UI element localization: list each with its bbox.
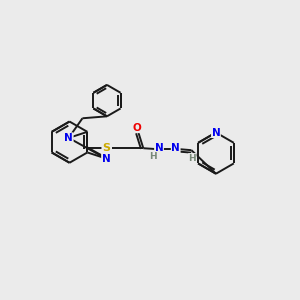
Text: H: H bbox=[189, 154, 196, 163]
Text: N: N bbox=[212, 128, 220, 137]
Text: N: N bbox=[171, 143, 180, 153]
Text: O: O bbox=[132, 123, 141, 133]
Text: N: N bbox=[154, 143, 164, 153]
Text: H: H bbox=[149, 152, 157, 160]
Text: S: S bbox=[102, 143, 110, 153]
Text: N: N bbox=[64, 133, 73, 143]
Text: N: N bbox=[102, 154, 110, 164]
